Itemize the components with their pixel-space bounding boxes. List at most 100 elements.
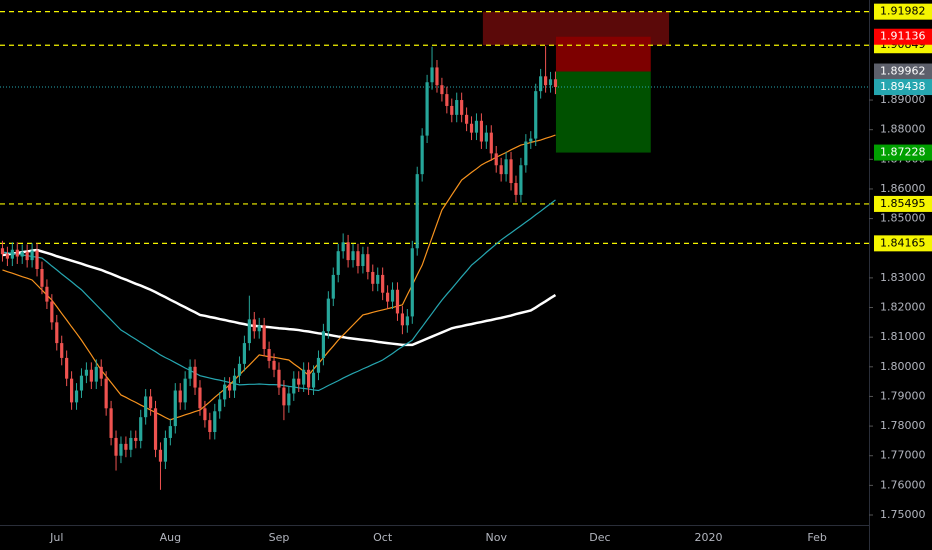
target-label: 1.87228 [880, 146, 926, 159]
y-tick-label: 1.86000 [880, 182, 926, 195]
candle-body [514, 183, 518, 195]
candle-body [252, 319, 256, 332]
candle-body [361, 254, 365, 267]
y-tick-label: 1.88000 [880, 123, 926, 136]
candle-body [5, 254, 10, 259]
candle-body [376, 274, 380, 284]
candle-body [119, 443, 123, 456]
candle-body [356, 251, 360, 267]
candle-body [25, 251, 29, 261]
candle-body [474, 120, 479, 133]
moving-average [2, 134, 556, 421]
candle-body [450, 105, 454, 115]
candle-body [534, 91, 538, 139]
candle-body [173, 390, 177, 427]
candle-body [134, 437, 138, 441]
candle-body [420, 135, 424, 175]
candle-body [237, 363, 242, 376]
candle-body [425, 82, 429, 136]
candle-body [499, 165, 503, 175]
level-label: 1.85495 [880, 197, 926, 210]
level-label-bg [874, 235, 932, 252]
candle-body [479, 120, 484, 142]
level-label: 1.91982 [880, 5, 926, 18]
candle-body [297, 378, 301, 385]
y-tick-label: 1.79000 [880, 389, 926, 402]
candle-body [227, 384, 232, 391]
candle-body [257, 325, 261, 332]
candle-body [316, 357, 321, 373]
candle-body [40, 268, 44, 287]
candle-body [509, 159, 513, 184]
candle-body [489, 132, 493, 154]
candle-body [163, 437, 168, 462]
candle-body [144, 396, 148, 418]
candle-body [168, 426, 172, 438]
candle-body [94, 366, 98, 382]
candle-body [242, 343, 247, 364]
x-tick-label: Nov [485, 531, 507, 544]
candle-body [331, 274, 335, 299]
candle-body [153, 408, 158, 450]
candle-body [208, 420, 212, 433]
y-tick-label: 1.81000 [880, 330, 926, 343]
candle-body [232, 375, 237, 391]
candle-body [183, 378, 187, 403]
candle-body [114, 437, 118, 456]
candle-body [539, 76, 543, 92]
candle-body [390, 289, 395, 302]
candle-body [435, 67, 439, 86]
candle-body [302, 369, 306, 385]
stop-label-bg [874, 28, 932, 45]
candle-body [10, 249, 14, 259]
candle-body [405, 316, 409, 326]
candle-body [282, 387, 286, 406]
last-price-label: 1.89438 [880, 80, 926, 93]
candle-body [158, 449, 163, 462]
candle-body [15, 249, 19, 257]
candle-body [336, 251, 340, 275]
candle-body [74, 390, 79, 403]
candle-body [60, 343, 64, 358]
candle-body [410, 248, 414, 317]
candle-body [430, 67, 434, 83]
candle-body [287, 393, 291, 406]
target-label-bg [874, 144, 932, 161]
candle-body [20, 251, 24, 257]
y-tick-label: 1.75000 [880, 508, 926, 521]
candle-body [341, 242, 345, 252]
price-axis: 1.75000 1.76000 1.77000 1.78000 1.79000 1.800… [869, 3, 932, 521]
candle-body [272, 360, 276, 370]
candle-body [460, 100, 464, 115]
candle-body [326, 298, 330, 332]
candle-body [292, 378, 296, 394]
level-label: 1.84165 [880, 236, 926, 249]
x-tick-label: Feb [807, 531, 826, 544]
candle-body [351, 251, 355, 261]
y-tick-label: 1.78000 [880, 419, 926, 432]
candle-body [455, 100, 459, 115]
candle-body [385, 292, 390, 302]
candle-body [35, 250, 39, 269]
level-label-bg [874, 195, 932, 212]
candle-body [553, 79, 558, 88]
candle-body [366, 254, 370, 272]
y-tick-label: 1.85000 [880, 212, 926, 225]
candle-body [543, 76, 548, 86]
risk-box [555, 36, 651, 72]
candle-body [346, 242, 350, 261]
candle-body [306, 369, 311, 388]
reward-box [555, 71, 651, 153]
candle-body [519, 165, 523, 195]
entry-label: 1.89962 [880, 65, 926, 78]
x-tick-label: Dec [589, 531, 610, 544]
candle-body [247, 319, 251, 344]
x-tick-label: Oct [373, 531, 393, 544]
candle-body [129, 437, 133, 450]
candle-body [79, 375, 84, 391]
candle-body [84, 369, 89, 376]
moving-average [2, 248, 557, 347]
y-tick-label: 1.80000 [880, 360, 926, 373]
candle-body [267, 349, 271, 361]
